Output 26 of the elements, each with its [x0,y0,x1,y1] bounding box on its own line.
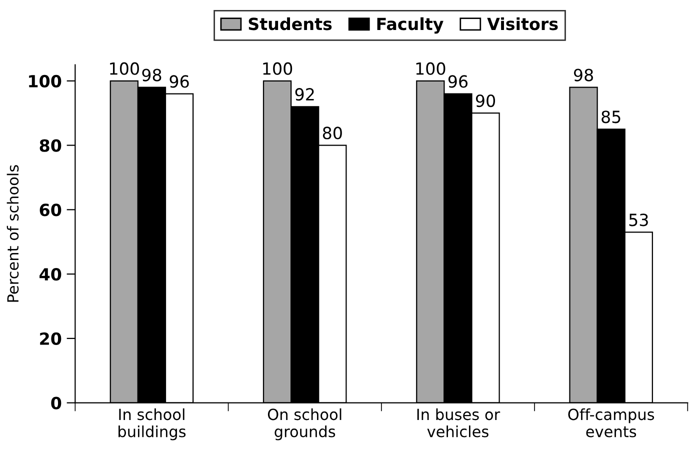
y-tick-label: 100 [29,74,62,88]
data-label: 98 [574,68,593,82]
data-label: 96 [170,75,189,88]
x-tick-label: In buses or vehicles [417,408,500,438]
data-label: 90 [476,94,496,108]
x-tick-label: On school grounds [268,408,342,440]
data-label: 92 [295,88,314,101]
data-label: 80 [322,126,342,140]
legend-label: Students [248,17,332,30]
x-tick-label: Off-campus events [568,408,654,438]
y-tick-label: 40 [40,268,62,281]
y-tick-label: 80 [40,139,62,152]
legend-label: Faculty [377,17,444,34]
y-axis-title: Percent of schools [6,165,19,302]
data-label: 98 [142,68,162,82]
y-tick-label: 60 [40,204,62,216]
legend-label: Visitors [487,17,558,30]
x-tick-label: In school buildings [118,408,186,440]
data-label: 96 [448,75,468,88]
y-tick-label: 20 [40,332,62,345]
data-label: 100 [263,62,292,75]
y-tick-label: 0 [51,396,62,410]
data-label: 85 [602,110,620,124]
data-label: 53 [629,214,648,226]
data-label: 100 [110,62,139,75]
data-label: 100 [416,62,446,75]
